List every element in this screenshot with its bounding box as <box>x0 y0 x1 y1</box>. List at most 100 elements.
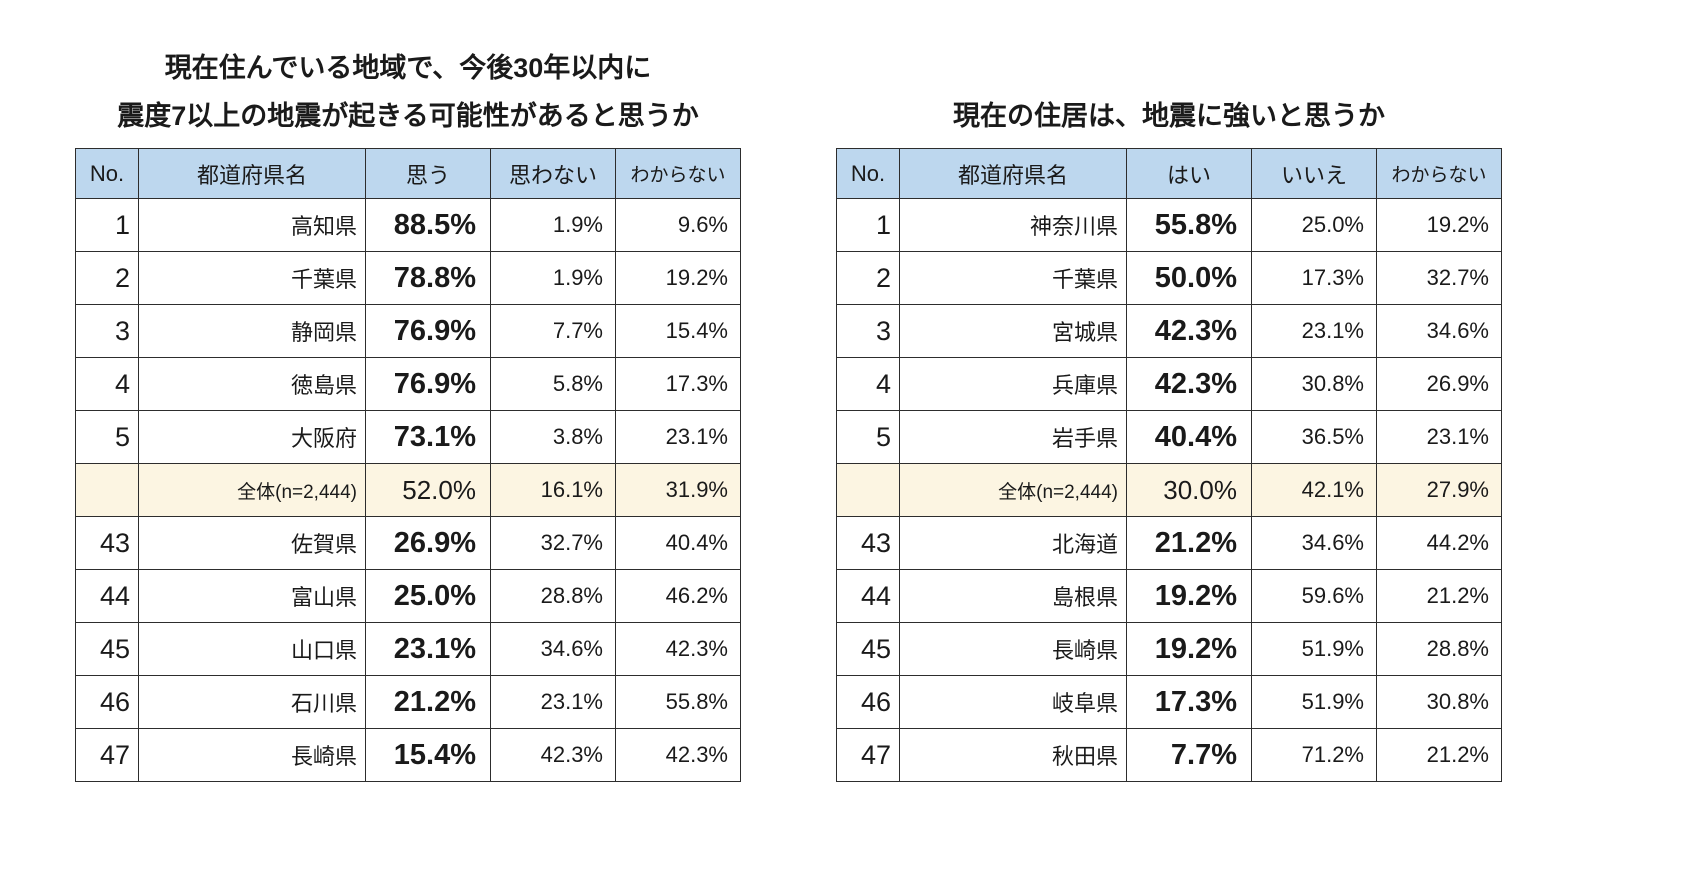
rank-row-47: 47 長崎県 15.4% 42.3% 42.3% <box>75 728 741 782</box>
rank-row-3: 3 宮城県 42.3% 23.1% 34.6% <box>836 304 1502 358</box>
cell-rank: 47 <box>75 728 139 782</box>
cell-secondary-value: 1.9% <box>490 251 616 305</box>
col-header-prefecture: 都道府県名 <box>899 148 1127 199</box>
rank-row-5: 5 大阪府 73.1% 3.8% 23.1% <box>75 410 741 464</box>
col-header-yes: はい <box>1126 148 1252 199</box>
cell-tertiary-value: 34.6% <box>1376 304 1502 358</box>
cell-prefecture: 島根県 <box>899 569 1127 623</box>
overall-row: 全体(n=2,444) 52.0% 16.1% 31.9% <box>75 463 741 517</box>
rank-row-46: 46 石川県 21.2% 23.1% 55.8% <box>75 675 741 729</box>
cell-secondary-value: 30.8% <box>1251 357 1377 411</box>
rank-row-45: 45 山口県 23.1% 34.6% 42.3% <box>75 622 741 676</box>
cell-primary-value: 76.9% <box>365 357 491 411</box>
cell-secondary-value: 59.6% <box>1251 569 1377 623</box>
cell-rank <box>75 463 139 517</box>
title-line-1: 現在の住居は、地震に強いと思うか <box>953 101 1385 131</box>
house-strength-table-body: 1 神奈川県 55.8% 25.0% 19.2% 2 千葉県 50.0% 17.3% 32.7% 3… <box>836 198 1502 782</box>
cell-rank: 44 <box>836 569 900 623</box>
col-header-no-answer: いいえ <box>1251 148 1377 199</box>
cell-rank <box>836 463 900 517</box>
survey-tables-content: 現在住んでいる地域で、今後30年以内に 震度7以上の地震が起きる可能性があると思… <box>75 40 1502 782</box>
title-line-2: 震度7以上の地震が起きる可能性があると思うか <box>117 101 699 131</box>
overall-row: 全体(n=2,444) 30.0% 42.1% 27.9% <box>836 463 1502 517</box>
rank-row-47: 47 秋田県 7.7% 71.2% 21.2% <box>836 728 1502 782</box>
cell-rank: 1 <box>75 198 139 252</box>
rank-row-45: 45 長崎県 19.2% 51.9% 28.8% <box>836 622 1502 676</box>
quake-expectation-table: No. 都道府県名 思う 思わない わからない 1 高知県 88.5% 1.9% 9.6… <box>75 148 741 782</box>
cell-primary-value: 55.8% <box>1126 198 1252 252</box>
col-header-unknown: わからない <box>615 148 741 199</box>
cell-prefecture: 徳島県 <box>138 357 366 411</box>
cell-tertiary-value: 32.7% <box>1376 251 1502 305</box>
rank-row-44: 44 島根県 19.2% 59.6% 21.2% <box>836 569 1502 623</box>
cell-prefecture: 富山県 <box>138 569 366 623</box>
cell-rank: 43 <box>836 516 900 570</box>
cell-primary-value: 19.2% <box>1126 622 1252 676</box>
cell-prefecture: 神奈川県 <box>899 198 1127 252</box>
rank-row-44: 44 富山県 25.0% 28.8% 46.2% <box>75 569 741 623</box>
cell-prefecture: 長崎県 <box>138 728 366 782</box>
cell-secondary-value: 42.3% <box>490 728 616 782</box>
col-header-think-no: 思わない <box>490 148 616 199</box>
col-header-unknown: わからない <box>1376 148 1502 199</box>
cell-primary-value: 19.2% <box>1126 569 1252 623</box>
cell-prefecture: 兵庫県 <box>899 357 1127 411</box>
cell-primary-value: 78.8% <box>365 251 491 305</box>
cell-prefecture: 長崎県 <box>899 622 1127 676</box>
cell-rank: 3 <box>75 304 139 358</box>
cell-secondary-value: 42.1% <box>1251 463 1377 517</box>
cell-tertiary-value: 42.3% <box>615 728 741 782</box>
cell-primary-value: 88.5% <box>365 198 491 252</box>
cell-secondary-value: 34.6% <box>490 622 616 676</box>
rank-row-1: 1 高知県 88.5% 1.9% 9.6% <box>75 198 741 252</box>
cell-secondary-value: 23.1% <box>490 675 616 729</box>
cell-primary-value: 42.3% <box>1126 357 1252 411</box>
cell-tertiary-value: 44.2% <box>1376 516 1502 570</box>
rank-row-5: 5 岩手県 40.4% 36.5% 23.1% <box>836 410 1502 464</box>
cell-primary-value: 50.0% <box>1126 251 1252 305</box>
cell-secondary-value: 34.6% <box>1251 516 1377 570</box>
cell-primary-value: 21.2% <box>1126 516 1252 570</box>
cell-secondary-value: 71.2% <box>1251 728 1377 782</box>
cell-tertiary-value: 46.2% <box>615 569 741 623</box>
cell-rank: 4 <box>836 357 900 411</box>
rank-row-4: 4 兵庫県 42.3% 30.8% 26.9% <box>836 357 1502 411</box>
cell-rank: 4 <box>75 357 139 411</box>
col-header-no: No. <box>836 148 900 199</box>
cell-secondary-value: 25.0% <box>1251 198 1377 252</box>
cell-tertiary-value: 9.6% <box>615 198 741 252</box>
cell-tertiary-value: 27.9% <box>1376 463 1502 517</box>
cell-prefecture: 全体(n=2,444) <box>899 463 1127 517</box>
cell-rank: 5 <box>75 410 139 464</box>
cell-prefecture: 北海道 <box>899 516 1127 570</box>
cell-rank: 1 <box>836 198 900 252</box>
cell-primary-value: 15.4% <box>365 728 491 782</box>
cell-prefecture: 静岡県 <box>138 304 366 358</box>
cell-primary-value: 26.9% <box>365 516 491 570</box>
cell-secondary-value: 23.1% <box>1251 304 1377 358</box>
rank-row-43: 43 北海道 21.2% 34.6% 44.2% <box>836 516 1502 570</box>
cell-secondary-value: 1.9% <box>490 198 616 252</box>
cell-primary-value: 30.0% <box>1126 463 1252 517</box>
cell-primary-value: 52.0% <box>365 463 491 517</box>
rank-row-4: 4 徳島県 76.9% 5.8% 17.3% <box>75 357 741 411</box>
cell-rank: 44 <box>75 569 139 623</box>
cell-tertiary-value: 30.8% <box>1376 675 1502 729</box>
cell-tertiary-value: 17.3% <box>615 357 741 411</box>
cell-secondary-value: 7.7% <box>490 304 616 358</box>
cell-tertiary-value: 15.4% <box>615 304 741 358</box>
cell-prefecture: 千葉県 <box>899 251 1127 305</box>
cell-tertiary-value: 19.2% <box>1376 198 1502 252</box>
cell-prefecture: 全体(n=2,444) <box>138 463 366 517</box>
quake-expectation-title: 現在住んでいる地域で、今後30年以内に 震度7以上の地震が起きる可能性があると思… <box>75 40 741 148</box>
rank-row-1: 1 神奈川県 55.8% 25.0% 19.2% <box>836 198 1502 252</box>
cell-prefecture: 千葉県 <box>138 251 366 305</box>
cell-primary-value: 7.7% <box>1126 728 1252 782</box>
header-row: No. 都道府県名 はい いいえ わからない <box>836 148 1502 199</box>
cell-primary-value: 42.3% <box>1126 304 1252 358</box>
cell-secondary-value: 28.8% <box>490 569 616 623</box>
cell-tertiary-value: 21.2% <box>1376 728 1502 782</box>
cell-rank: 3 <box>836 304 900 358</box>
cell-tertiary-value: 40.4% <box>615 516 741 570</box>
cell-rank: 43 <box>75 516 139 570</box>
